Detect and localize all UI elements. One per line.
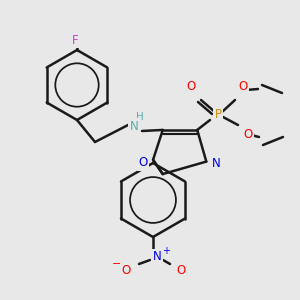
Text: +: + [162,246,170,256]
Text: N: N [212,157,221,170]
Text: F: F [72,34,78,46]
Text: N: N [153,250,161,263]
Text: P: P [214,109,221,122]
Text: −: − [112,259,122,269]
Text: O: O [122,265,130,278]
Text: O: O [243,128,253,142]
Text: H: H [136,112,144,122]
Text: O: O [186,80,196,92]
Text: O: O [139,156,148,169]
Text: N: N [130,119,138,133]
Text: O: O [238,80,247,94]
Text: O: O [176,265,186,278]
